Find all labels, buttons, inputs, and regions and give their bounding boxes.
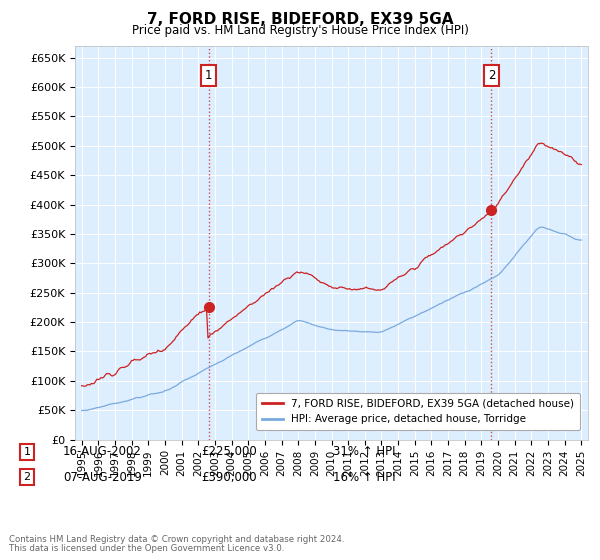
Text: 1: 1: [205, 69, 212, 82]
Text: 07-AUG-2019: 07-AUG-2019: [63, 470, 142, 484]
Text: 1: 1: [23, 447, 31, 457]
Text: £390,000: £390,000: [201, 470, 257, 484]
Text: Price paid vs. HM Land Registry's House Price Index (HPI): Price paid vs. HM Land Registry's House …: [131, 24, 469, 37]
Text: 2: 2: [23, 472, 31, 482]
Text: 16-AUG-2002: 16-AUG-2002: [63, 445, 142, 459]
Text: £225,000: £225,000: [201, 445, 257, 459]
Text: Contains HM Land Registry data © Crown copyright and database right 2024.: Contains HM Land Registry data © Crown c…: [9, 535, 344, 544]
Text: 7, FORD RISE, BIDEFORD, EX39 5GA: 7, FORD RISE, BIDEFORD, EX39 5GA: [147, 12, 453, 27]
Text: 2: 2: [488, 69, 495, 82]
Text: 31% ↑ HPI: 31% ↑ HPI: [333, 445, 395, 459]
Text: This data is licensed under the Open Government Licence v3.0.: This data is licensed under the Open Gov…: [9, 544, 284, 553]
Text: 16% ↑ HPI: 16% ↑ HPI: [333, 470, 395, 484]
Legend: 7, FORD RISE, BIDEFORD, EX39 5GA (detached house), HPI: Average price, detached : 7, FORD RISE, BIDEFORD, EX39 5GA (detach…: [256, 393, 580, 431]
